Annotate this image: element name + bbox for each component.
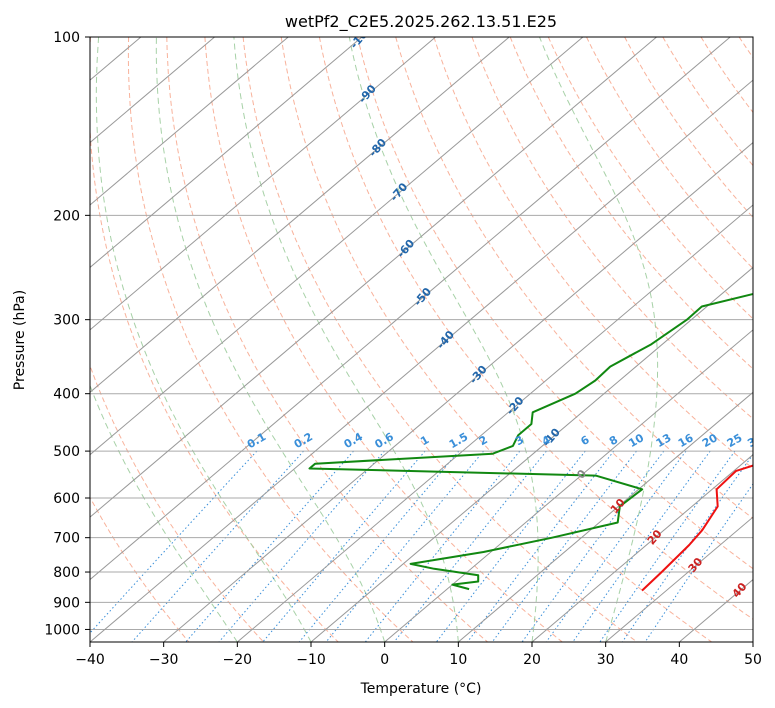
mixing-ratio-line	[262, 450, 426, 642]
mixing-ratio-line	[90, 450, 258, 634]
isotherm-line	[458, 391, 753, 642]
y-tick-label: 600	[53, 491, 80, 507]
x-tick-label: −20	[223, 652, 253, 668]
isotherm-line	[163, 141, 753, 642]
series-lines	[308, 292, 753, 592]
isotherm-line	[90, 37, 731, 581]
dry-adiabat-line	[357, 37, 753, 570]
y-tick-label: 500	[53, 444, 80, 460]
isotherm-line	[90, 37, 215, 144]
moist-adiabat-line	[539, 37, 659, 642]
isotherm-line	[90, 37, 436, 331]
background-lines	[90, 37, 753, 642]
x-axis-title: Temperature (°C)	[360, 681, 482, 697]
moist-adiabat-line	[348, 37, 539, 642]
mixing-ratio-line	[599, 450, 736, 642]
dry-adiabat-line	[90, 364, 264, 642]
chart-title: wetPf2_C2E5.2025.262.13.51.E25	[285, 12, 557, 32]
isotherm-line	[237, 204, 753, 642]
isotherm-line	[90, 37, 510, 393]
x-tick-label: 0	[380, 652, 389, 668]
mixing-ratio-line	[325, 450, 484, 642]
plot-frame	[89, 36, 754, 643]
x-tick-label: 20	[523, 652, 541, 668]
mixing-ratio-line	[436, 450, 586, 642]
isotherm-line	[384, 329, 753, 642]
dry-adiabat-line	[509, 37, 753, 370]
mixing-ratio-line	[393, 450, 547, 642]
dry-adiabat-line	[242, 37, 638, 642]
isotherm-line	[90, 37, 657, 518]
dry-adiabat-line	[166, 37, 488, 642]
dry-adiabat-line	[90, 496, 190, 642]
x-tick-label: 40	[670, 652, 688, 668]
x-tick-label: −30	[149, 652, 179, 668]
mixing-ratio-label: 30	[745, 431, 765, 450]
dry-adiabat-line	[280, 37, 712, 642]
isotherm-line	[531, 454, 753, 642]
mixing-ratio-line	[621, 453, 753, 642]
axes: −40 −30 −20 −10 0 10 20 30 40 50 100 200 300 400 500 60…	[44, 30, 762, 668]
dewpoint-profile-line	[308, 292, 753, 591]
dry-adiabat-line	[90, 37, 339, 642]
isotherm-line	[605, 516, 753, 642]
isotherm-line	[90, 37, 289, 206]
mixing-ratio-line	[298, 450, 460, 642]
temperature-profile-line	[641, 464, 753, 592]
dry-adiabat-line	[471, 37, 753, 420]
y-tick-label: 200	[53, 208, 80, 224]
x-tick-label: 30	[597, 652, 615, 668]
mixing-ratio-line	[131, 450, 304, 642]
y-tick-label: 900	[53, 595, 80, 611]
x-tick-label: 10	[449, 652, 467, 668]
dry-adiabat-line	[204, 37, 563, 642]
y-tick-label: 300	[53, 313, 80, 329]
x-tick-label: −10	[296, 652, 326, 668]
y-tick-label: 700	[53, 531, 80, 547]
y-tick-label: 400	[53, 387, 80, 403]
isotherm-line	[310, 266, 753, 642]
x-tick-label: −40	[75, 652, 105, 668]
isotherm-line	[90, 37, 363, 269]
y-axis-title: Pressure (hPa)	[12, 290, 28, 390]
dry-adiabat-line	[547, 37, 753, 320]
y-tick-label: 800	[53, 565, 80, 581]
mixing-ratio-line	[545, 450, 687, 642]
isotherm-line	[90, 79, 753, 642]
moist-adiabat-line	[155, 37, 386, 642]
isotherm-line	[90, 37, 584, 456]
mixing-ratio-line	[364, 450, 521, 642]
x-tick-label: 50	[744, 652, 762, 668]
y-tick-label: 1000	[44, 622, 80, 638]
moist-adiabat-line	[95, 37, 312, 642]
moist-adiabat-line	[233, 37, 459, 642]
y-tick-label: 100	[53, 30, 80, 46]
mixing-ratio-line	[521, 450, 665, 642]
moist-adiabat-line	[90, 384, 238, 642]
